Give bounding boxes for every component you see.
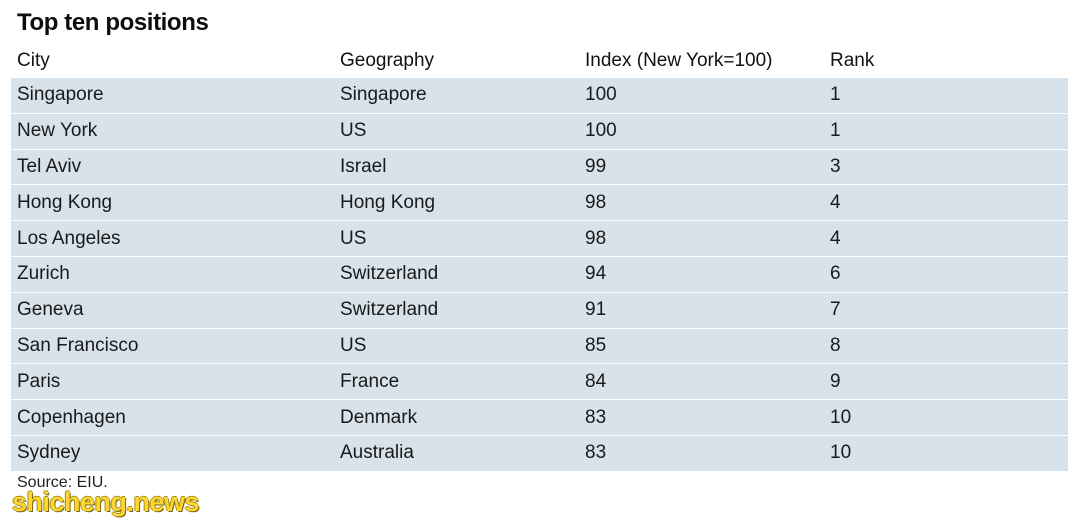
cell-geography: Singapore — [340, 84, 427, 106]
cell-rank: 10 — [830, 442, 852, 464]
column-header-index: Index (New York=100) — [585, 49, 773, 71]
cell-index: 98 — [585, 227, 607, 249]
cell-city: San Francisco — [17, 334, 139, 356]
table-row: Singapore Singapore 100 1 — [11, 78, 1068, 114]
cell-city: Sydney — [17, 442, 81, 464]
cell-city: Hong Kong — [17, 191, 113, 213]
cell-rank: 6 — [830, 263, 841, 285]
cell-geography: Israel — [340, 155, 387, 177]
cell-city: Singapore — [17, 84, 104, 106]
cell-city: Zurich — [17, 263, 70, 285]
cell-geography: Australia — [340, 442, 414, 464]
column-header-geography: Geography — [340, 49, 435, 71]
cell-city: Paris — [17, 370, 61, 392]
cell-geography: US — [340, 227, 367, 249]
table-row: Sydney Australia 83 10 — [11, 435, 1068, 472]
table-row: Paris France 84 9 — [11, 364, 1068, 401]
cell-index: 85 — [585, 334, 607, 356]
cell-geography: US — [340, 334, 367, 356]
cell-index: 99 — [585, 155, 607, 177]
cell-index: 84 — [585, 370, 607, 392]
cell-index: 83 — [585, 406, 607, 428]
cell-rank: 4 — [830, 227, 841, 249]
cell-rank: 1 — [830, 120, 841, 142]
source-note: Source: EIU. — [17, 474, 108, 491]
cell-city: Los Angeles — [17, 227, 121, 249]
cell-index: 100 — [585, 120, 617, 142]
cell-index: 83 — [585, 442, 607, 464]
cell-geography: US — [340, 120, 367, 142]
table-row: Los Angeles US 98 4 — [11, 221, 1068, 257]
watermark-logo: shicheng.news — [12, 487, 200, 517]
table-title: Top ten positions — [17, 9, 209, 36]
cell-index: 91 — [585, 299, 607, 321]
cell-index: 100 — [585, 84, 617, 106]
cell-index: 94 — [585, 263, 607, 285]
cell-rank: 1 — [830, 84, 841, 106]
cell-rank: 9 — [830, 370, 841, 392]
cell-rank: 8 — [830, 334, 841, 356]
cell-geography: Switzerland — [340, 299, 439, 321]
table-row: Tel Aviv Israel 99 3 — [11, 149, 1068, 186]
cell-city: Copenhagen — [17, 406, 126, 428]
cell-geography: Hong Kong — [340, 191, 436, 213]
cell-city: Geneva — [17, 299, 84, 321]
column-header-rank: Rank — [830, 49, 875, 71]
cell-rank: 7 — [830, 299, 841, 321]
cell-rank: 3 — [830, 155, 841, 177]
cell-rank: 10 — [830, 406, 852, 428]
cell-city: New York — [17, 120, 98, 142]
cell-geography: France — [340, 370, 400, 392]
table-body: Singapore Singapore 100 1 New York US 100 1 Tel … — [11, 78, 1068, 472]
table-row: Geneva Switzerland 91 7 — [11, 292, 1068, 329]
table-header-row: City Geography Index (New York=100) Rank — [11, 43, 1068, 78]
table-row: New York US 100 1 — [11, 113, 1068, 150]
cell-geography: Switzerland — [340, 263, 439, 285]
cell-rank: 4 — [830, 191, 841, 213]
cell-city: Tel Aviv — [17, 155, 82, 177]
table-row: Hong Kong Hong Kong 98 4 — [11, 185, 1068, 222]
table-row: Zurich Switzerland 94 6 — [11, 256, 1068, 293]
cell-index: 98 — [585, 191, 607, 213]
rankings-table: City Geography Index (New York=100) Rank… — [11, 43, 1068, 472]
cell-geography: Denmark — [340, 406, 418, 428]
column-header-city: City — [17, 49, 50, 71]
table-row: Copenhagen Denmark 83 10 — [11, 400, 1068, 436]
table-row: San Francisco US 85 8 — [11, 328, 1068, 365]
